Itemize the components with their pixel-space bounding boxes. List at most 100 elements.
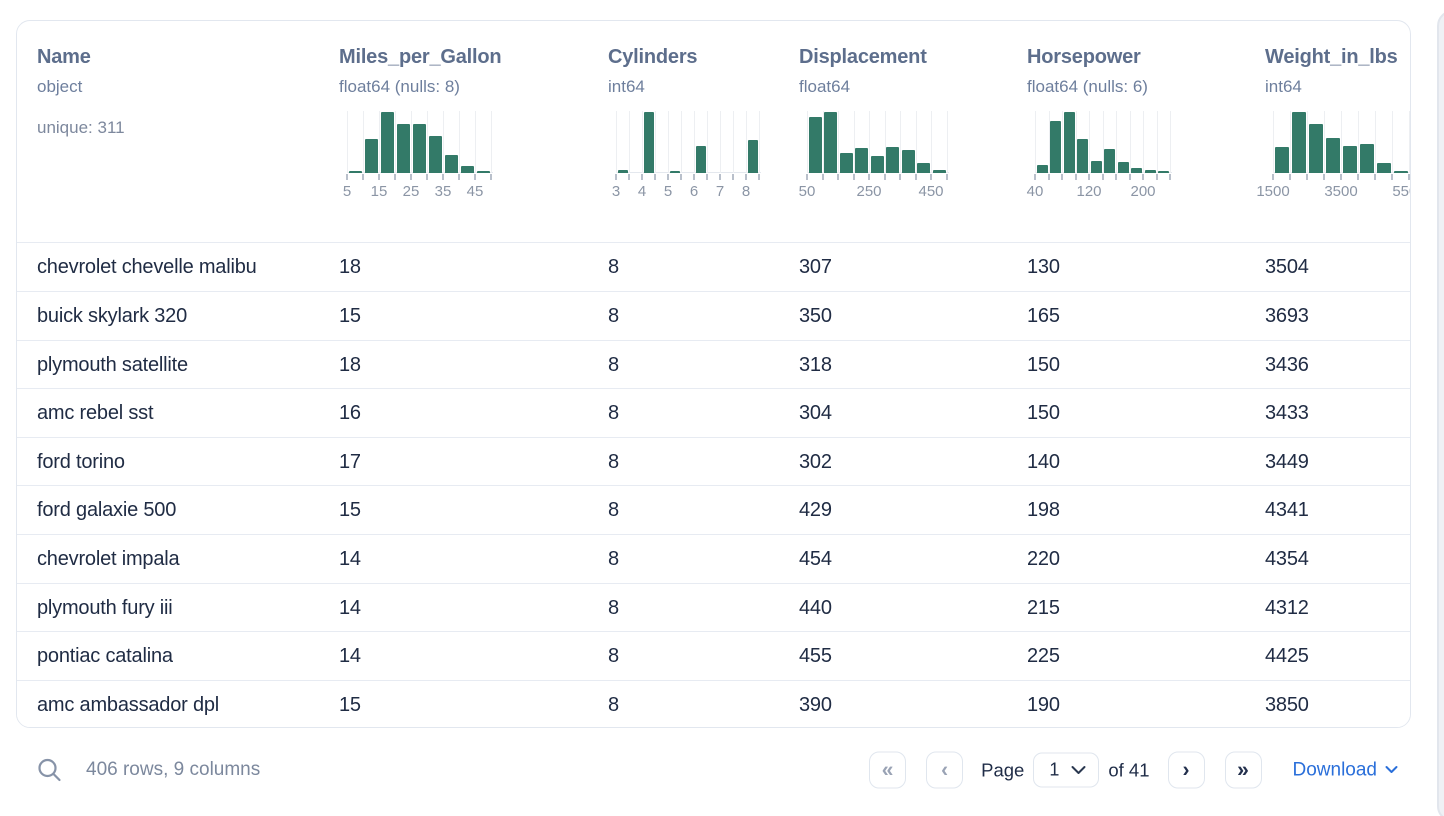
table-row[interactable]: plymouth satellite 18 8 318 150 3436 — [17, 339, 1410, 389]
hist-tick-label: 250 — [856, 183, 882, 200]
download-label: Download — [1292, 759, 1378, 780]
hist-tick-label: 200 — [1130, 183, 1156, 200]
table-row[interactable]: ford torino 17 8 302 140 3449 — [17, 436, 1410, 486]
hist-tick — [706, 174, 708, 180]
column-header-displacement[interactable]: Displacement float64 50 250 450 — [799, 43, 949, 200]
table-cell: 4425 — [1265, 645, 1309, 668]
table-cell: 150 — [1027, 402, 1060, 425]
column-dtype: float64 (nulls: 8) — [339, 77, 460, 96]
table-cell: 140 — [1027, 450, 1060, 473]
column-dtype: float64 — [799, 77, 851, 96]
hist-tick — [378, 174, 380, 180]
hist-gridline — [1048, 111, 1050, 173]
table-row[interactable]: plymouth fury iii 14 8 440 215 4312 — [17, 582, 1410, 632]
table-cell: amc rebel sst — [37, 402, 154, 425]
column-unique-count: unique: 311 — [37, 118, 125, 137]
table-cell: 17 — [339, 450, 361, 473]
hist-tick — [426, 174, 428, 180]
next-page-button[interactable]: › — [1167, 751, 1205, 789]
table-cell: 15 — [339, 305, 361, 328]
hist-gridline — [1129, 111, 1131, 173]
hist-gridline — [900, 111, 901, 173]
table-cell: 190 — [1027, 693, 1060, 716]
hist-gridline — [363, 111, 364, 173]
hist-tick-label: 50 — [798, 183, 816, 200]
hist-gridline — [475, 111, 476, 173]
hist-tick — [719, 174, 721, 180]
hist-gridline — [720, 111, 721, 173]
download-button[interactable]: Download — [1293, 759, 1399, 781]
table-cell: 455 — [799, 645, 832, 668]
table-cell: 130 — [1027, 255, 1060, 278]
page-select[interactable]: 1 — [1033, 752, 1100, 788]
chevron-down-icon — [1071, 765, 1086, 774]
table-row[interactable]: amc ambassador dpl 15 8 390 190 3850 — [17, 679, 1410, 727]
hist-gridline — [1273, 111, 1274, 173]
hist-bar — [1308, 124, 1323, 173]
hist-tick — [667, 174, 669, 180]
hist-bar — [1104, 148, 1115, 173]
first-page-button[interactable]: « — [869, 751, 907, 789]
column-header-miles-per-gallon[interactable]: Miles_per_Gallon float64 (nulls: 8) 5 15 2… — [339, 43, 502, 200]
table-cell: 3449 — [1265, 450, 1309, 473]
table-row[interactable]: pontiac catalina 14 8 455 225 4425 — [17, 631, 1410, 680]
table-cell: pontiac catalina — [37, 645, 173, 668]
hist-tick — [680, 174, 682, 180]
table-cell: 4341 — [1265, 499, 1309, 522]
column-title: Name — [37, 46, 91, 68]
table-cell: 18 — [339, 353, 361, 376]
hist-tick — [1357, 174, 1359, 180]
hist-bar — [643, 112, 654, 173]
table-cell: 8 — [608, 548, 619, 571]
column-header-horsepower[interactable]: Horsepower float64 (nulls: 6) 40 120 200 — [1027, 43, 1172, 200]
prev-page-button[interactable]: ‹ — [926, 751, 964, 789]
hist-gridline — [884, 111, 886, 173]
hist-bar — [348, 170, 362, 173]
hist-gridline — [1290, 111, 1291, 173]
table-row[interactable]: chevrolet impala 14 8 454 220 4354 — [17, 534, 1410, 583]
hist-tick-label: 7 — [715, 183, 725, 200]
hist-gridline — [759, 111, 760, 173]
hist-tick — [806, 174, 808, 180]
hist-bar — [396, 124, 410, 173]
hist-bar — [460, 165, 474, 173]
column-header-weight-in-lbs[interactable]: Weight_in_lbs int64 1500 3500 5500 — [1256, 43, 1410, 200]
hist-gridline — [1089, 111, 1090, 173]
table-cell: plymouth fury iii — [37, 596, 173, 619]
hist-gridline — [869, 111, 870, 173]
hist-tick — [1340, 174, 1342, 180]
table-row[interactable]: amc rebel sst 16 8 304 150 3433 — [17, 388, 1410, 437]
table-row[interactable]: buick skylark 320 15 8 350 165 3693 — [17, 291, 1410, 340]
search-button[interactable] — [36, 757, 63, 784]
last-page-button[interactable]: » — [1224, 751, 1262, 789]
table-cell: 165 — [1027, 305, 1060, 328]
hist-gridline — [946, 111, 948, 173]
hist-gridline — [642, 111, 643, 173]
hist-tick-label: 25 — [402, 183, 420, 200]
table-cell: 8 — [608, 255, 619, 278]
table-body: chevrolet chevelle malibu 18 8 307 130 3504 bu… — [17, 242, 1410, 727]
hist-tick-label: 450 — [918, 183, 944, 200]
hist-tick — [693, 174, 695, 180]
table-cell: 4354 — [1265, 548, 1309, 571]
table-cell: 225 — [1027, 645, 1060, 668]
table-cell: 454 — [799, 548, 832, 571]
hist-gridline — [1116, 111, 1117, 173]
table-cell: buick skylark 320 — [37, 305, 187, 328]
hist-bar — [870, 155, 884, 173]
table-cell: 8 — [608, 353, 619, 376]
column-header-name[interactable]: Name object unique: 311 — [37, 43, 327, 139]
hist-tick — [628, 174, 630, 180]
table-row[interactable]: chevrolet chevelle malibu 18 8 307 130 3504 — [17, 242, 1410, 292]
hist-bar — [1158, 170, 1169, 173]
table-cell: 3504 — [1265, 255, 1309, 278]
hist-gridline — [707, 111, 708, 173]
hist-gridline — [1170, 111, 1171, 173]
table-cell: 14 — [339, 645, 361, 668]
hist-tick-label: 4 — [637, 183, 647, 200]
table-row[interactable]: ford galaxie 500 15 8 429 198 4341 — [17, 485, 1410, 535]
hist-baseline — [616, 172, 761, 173]
hist-bar — [1090, 160, 1102, 173]
hist-tick — [758, 174, 760, 180]
